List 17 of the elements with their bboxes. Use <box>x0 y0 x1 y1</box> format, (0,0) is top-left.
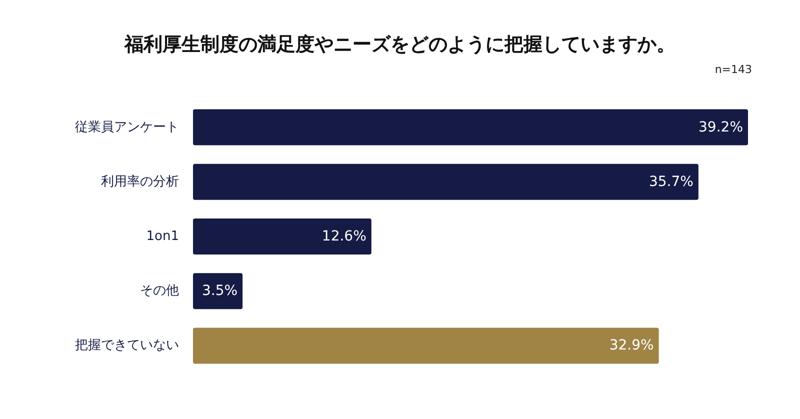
bar <box>193 109 748 146</box>
y-tick-label: 把握できていない <box>75 338 179 354</box>
y-tick-label: 従業員アンケート <box>75 120 179 135</box>
bar <box>193 218 372 254</box>
bar <box>193 273 243 310</box>
chart-title: 福利厚生制度の満足度やニーズをどのように把握していますか。 <box>124 34 676 56</box>
data-label: 32.9% <box>609 338 654 354</box>
data-label: 35.7% <box>648 174 694 190</box>
data-label: 39.2% <box>698 119 743 136</box>
data-label: 3.5% <box>202 283 238 300</box>
y-tick-label: その他 <box>140 284 179 299</box>
y-tick-label: 1on1 <box>146 229 179 244</box>
data-label: 12.6% <box>322 228 366 244</box>
text: n=143 <box>714 63 752 76</box>
bar <box>193 328 659 364</box>
y-tick-label: 利用率の分析 <box>101 173 179 190</box>
bar <box>193 164 698 200</box>
